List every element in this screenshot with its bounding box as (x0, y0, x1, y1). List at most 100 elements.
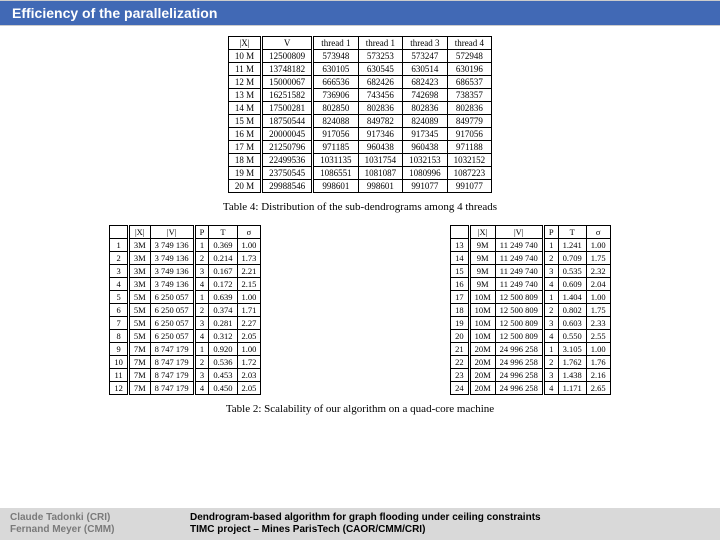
table2-cell: 10M (469, 330, 495, 343)
table2-header: σ (237, 226, 261, 239)
table2-cell: 2 (194, 356, 209, 369)
table2-cell: 4 (194, 382, 209, 395)
footer-bar: Claude Tadonki (CRI) Fernand Meyer (CMM)… (0, 508, 720, 540)
table2-cell: 2.03 (237, 369, 261, 382)
table4-cell: 736906 (313, 89, 359, 102)
table4-cell: 22499536 (262, 154, 313, 167)
table2-cell: 3 749 136 (150, 265, 194, 278)
table2-cell: 2.65 (586, 382, 610, 395)
table4-cell: 998601 (358, 180, 403, 193)
table2-cell: 2 (110, 252, 129, 265)
table4-cell: 971185 (313, 141, 359, 154)
table2-cell: 11 249 740 (495, 278, 543, 291)
table2-cell: 1.404 (558, 291, 586, 304)
table4-cell: 1080996 (403, 167, 448, 180)
author-2: Fernand Meyer (CMM) (10, 524, 190, 536)
table2-header: |X| (128, 226, 150, 239)
table2-cell: 19 (451, 317, 470, 330)
table4-cell: 572948 (447, 50, 492, 63)
table-2-caption: Table 2: Scalability of our algorithm on… (30, 403, 690, 415)
table2-cell: 0.535 (558, 265, 586, 278)
table2-cell: 10 (110, 356, 129, 369)
table2-cell: 4 (194, 278, 209, 291)
table2-cell: 14 (451, 252, 470, 265)
table2-cell: 9M (469, 265, 495, 278)
table2-cell: 2 (543, 304, 558, 317)
table4-cell: 682423 (403, 76, 448, 89)
table2-cell: 7M (128, 382, 150, 395)
table2-cell: 1.71 (237, 304, 261, 317)
table4-cell: 630105 (313, 63, 359, 76)
table2-cell: 0.312 (209, 330, 237, 343)
table2-cell: 18 (451, 304, 470, 317)
table4-cell: 13748182 (262, 63, 313, 76)
table2-cell: 0.369 (209, 239, 237, 252)
table2-cell: 1.171 (558, 382, 586, 395)
table4-header: V (262, 37, 313, 50)
table4-cell: 743456 (358, 89, 403, 102)
table2-cell: 20M (469, 343, 495, 356)
table2-cell: 10M (469, 304, 495, 317)
table2-cell: 4 (543, 382, 558, 395)
table2-cell: 17 (451, 291, 470, 304)
table2-cell: 0.920 (209, 343, 237, 356)
table2-cell: 1 (194, 343, 209, 356)
table2-cell: 2.04 (586, 278, 610, 291)
table4-cell: 630514 (403, 63, 448, 76)
table4-cell: 20000045 (262, 128, 313, 141)
table4-cell: 1081087 (358, 167, 403, 180)
table2-cell: 20M (469, 382, 495, 395)
table4-cell: 19 M (228, 167, 261, 180)
table2-cell: 7M (128, 369, 150, 382)
table4-cell: 960438 (403, 141, 448, 154)
table2-header: T (209, 226, 237, 239)
table2-cell: 2.32 (586, 265, 610, 278)
table2-cell: 1.72 (237, 356, 261, 369)
table4-cell: 998601 (313, 180, 359, 193)
footer-authors: Claude Tadonki (CRI) Fernand Meyer (CMM) (10, 512, 190, 536)
table2-cell: 0.639 (209, 291, 237, 304)
table2-cell: 0.550 (558, 330, 586, 343)
table2-cell: 1 (543, 343, 558, 356)
table4-cell: 960438 (358, 141, 403, 154)
table2-cell: 2.05 (237, 382, 261, 395)
table2-cell: 6 250 057 (150, 330, 194, 343)
table2-cell: 23 (451, 369, 470, 382)
table4-cell: 682426 (358, 76, 403, 89)
table4-header: thread 4 (447, 37, 492, 50)
table2-cell: 12 500 809 (495, 304, 543, 317)
table2-cell: 0.453 (209, 369, 237, 382)
table2-header: P (194, 226, 209, 239)
table4-cell: 11 M (228, 63, 261, 76)
table2-cell: 12 500 809 (495, 317, 543, 330)
table2-cell: 21 (451, 343, 470, 356)
table4-cell: 802850 (313, 102, 359, 115)
project-subtitle: TIMC project – Mines ParisTech (CAOR/CMM… (190, 524, 541, 536)
table2-cell: 3 749 136 (150, 278, 194, 291)
table2-cell: 2 (194, 252, 209, 265)
table-2-row: |X||V|PTσ13M3 749 13610.3691.0023M3 749 … (30, 225, 690, 395)
table2-cell: 16 (451, 278, 470, 291)
table2-cell: 1.438 (558, 369, 586, 382)
table4-cell: 802836 (403, 102, 448, 115)
table2-cell: 1.73 (237, 252, 261, 265)
table4-cell: 1032152 (447, 154, 492, 167)
table2-cell: 9M (469, 278, 495, 291)
table2-cell: 1 (194, 239, 209, 252)
table2-cell: 0.709 (558, 252, 586, 265)
table2-cell: 3 (194, 265, 209, 278)
table4-cell: 21250796 (262, 141, 313, 154)
footer-project: Dendrogram-based algorithm for graph flo… (190, 512, 541, 536)
table2-cell: 6 250 057 (150, 304, 194, 317)
table2-cell: 8 747 179 (150, 356, 194, 369)
table2-cell: 3 (543, 369, 558, 382)
table2-cell: 3M (128, 252, 150, 265)
table2-cell: 24 996 258 (495, 343, 543, 356)
table2-cell: 24 996 258 (495, 382, 543, 395)
table2-cell: 2.15 (237, 278, 261, 291)
table4-cell: 630545 (358, 63, 403, 76)
table2-cell: 9M (469, 252, 495, 265)
table2-cell: 7M (128, 343, 150, 356)
table4-cell: 15000067 (262, 76, 313, 89)
table4-cell: 742698 (403, 89, 448, 102)
